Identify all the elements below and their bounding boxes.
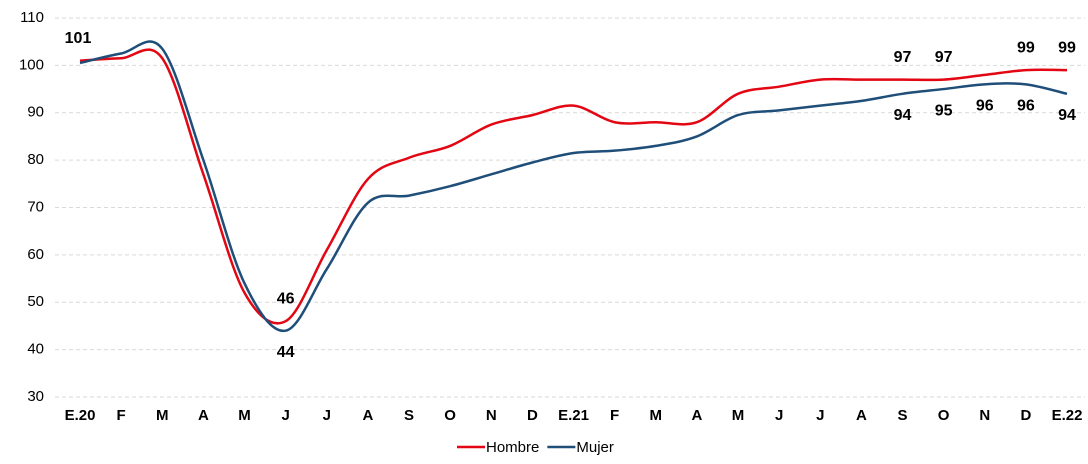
x-tick-label: A [362, 407, 373, 424]
x-tick-label: J [281, 407, 289, 424]
y-tick-label: 50 [27, 293, 44, 310]
x-tick-label: N [486, 407, 497, 424]
x-tick-label: M [156, 407, 169, 424]
series-line [79, 48, 1068, 325]
x-tick-label: O [938, 407, 950, 424]
x-tick-label: F [610, 407, 619, 424]
data-label: 95 [935, 102, 953, 119]
x-tick-label: J [775, 407, 783, 424]
x-tick-label: J [323, 407, 331, 424]
x-tick-label: N [979, 407, 990, 424]
x-tick-label: A [691, 407, 702, 424]
y-tick-label: 80 [27, 151, 44, 168]
x-tick-label: O [444, 407, 456, 424]
y-tick-label: 60 [27, 246, 44, 263]
x-tick-label: E.21 [558, 407, 589, 424]
legend-label: Hombre [486, 439, 539, 456]
y-tick-label: 110 [20, 9, 44, 26]
x-tick-label: F [117, 407, 126, 424]
x-tick-label: D [1020, 407, 1031, 424]
legend-label: Mujer [576, 439, 614, 456]
x-tick-label: E.22 [1052, 407, 1083, 424]
y-tick-label: 70 [27, 198, 44, 215]
data-label: 97 [935, 49, 953, 66]
data-label: 44 [277, 344, 295, 361]
x-tick-label: J [816, 407, 824, 424]
data-label: 46 [277, 290, 295, 307]
y-tick-label: 30 [27, 388, 44, 405]
y-tick-label: 40 [27, 341, 44, 358]
series-line [79, 40, 1068, 332]
x-tick-label: E.20 [65, 407, 96, 424]
data-label: 94 [1058, 107, 1076, 124]
y-tick-label: 100 [19, 56, 44, 73]
data-label: 94 [894, 107, 912, 124]
y-tick-label: 90 [27, 104, 44, 121]
x-tick-label: A [198, 407, 209, 424]
data-label: 96 [976, 98, 994, 115]
data-label: 96 [1017, 98, 1035, 115]
x-tick-label: S [897, 407, 907, 424]
data-label: 97 [894, 49, 912, 66]
x-tick-label: S [404, 407, 414, 424]
data-label: 99 [1058, 39, 1076, 56]
data-label: 101 [65, 30, 92, 47]
x-tick-label: M [732, 407, 745, 424]
x-tick-label: M [650, 407, 663, 424]
x-tick-label: A [856, 407, 867, 424]
data-label: 99 [1017, 39, 1035, 56]
x-tick-label: M [238, 407, 251, 424]
x-tick-label: D [527, 407, 538, 424]
